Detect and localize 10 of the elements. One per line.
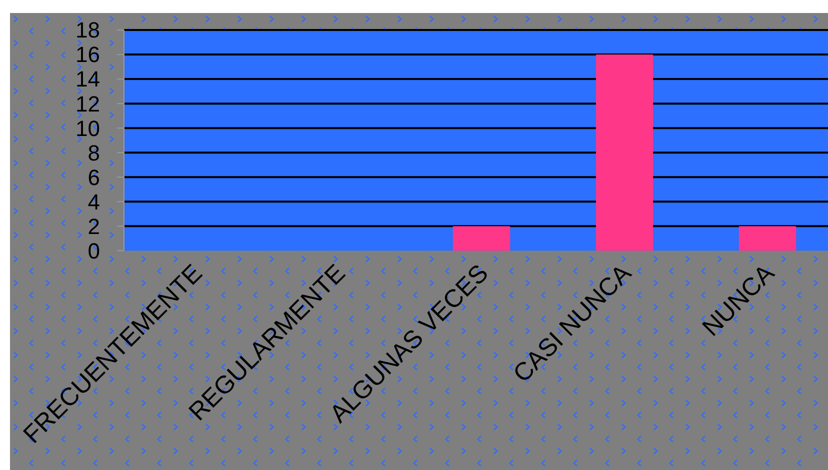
y-tick-label: 4 [88,189,100,214]
y-tick-label: 14 [76,66,100,92]
y-tick-label: 0 [88,238,100,264]
y-tick-label: 2 [88,214,100,239]
y-tick-label: 8 [88,140,100,166]
y-tick-label: 16 [76,42,100,68]
y-tick-label: 12 [76,91,100,116]
y-tick-label: 6 [88,164,100,190]
y-tick-label: 18 [76,18,100,43]
y-tick-label: 10 [76,116,100,141]
